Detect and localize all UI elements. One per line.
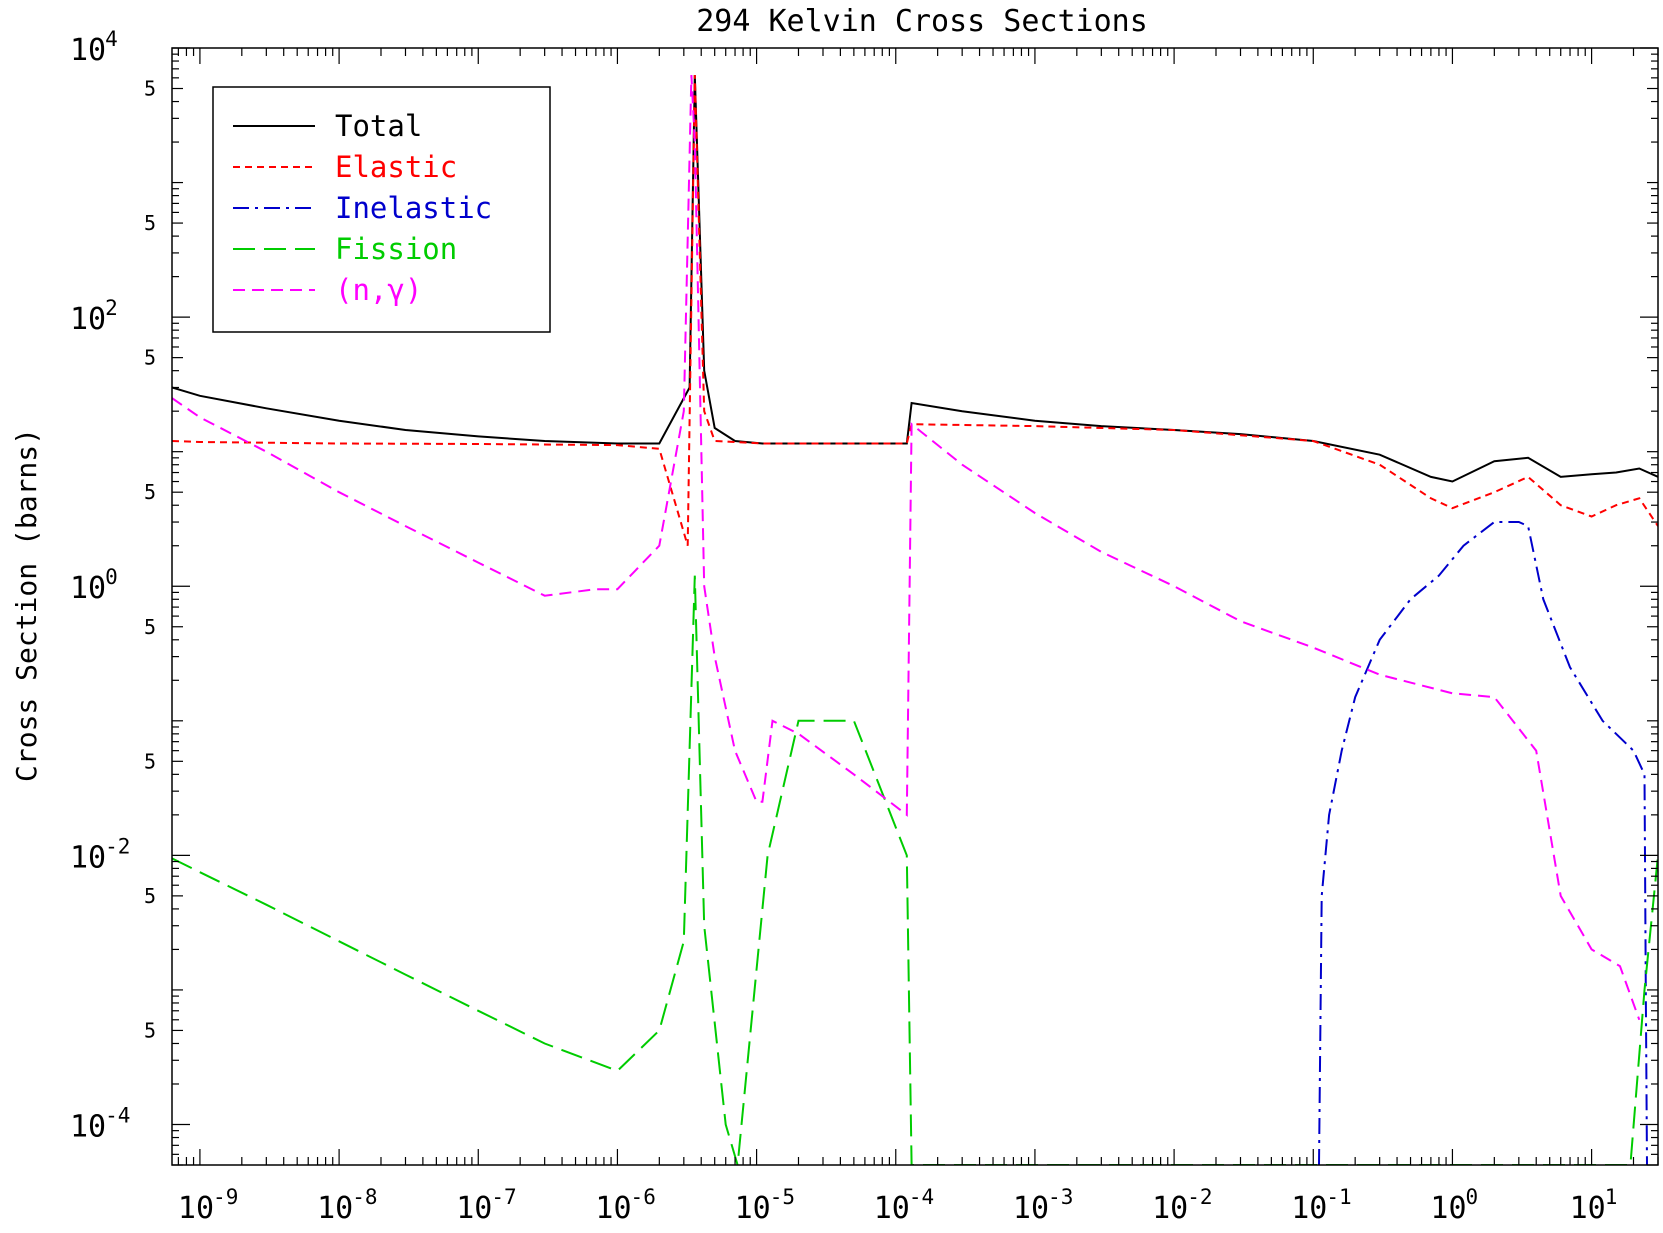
- series-layer: [172, 74, 1658, 1165]
- series-line-2: [1318, 521, 1648, 1165]
- y-minor-label: 5: [144, 1018, 156, 1042]
- series-line-3: [172, 575, 1658, 1165]
- x-tick-label: 10-5: [735, 1185, 795, 1226]
- y-tick-label: 10-4: [70, 1103, 130, 1144]
- x-tick-label: 10-8: [317, 1185, 377, 1226]
- legend-label: Fission: [335, 232, 457, 266]
- legend-label: Elastic: [335, 150, 457, 184]
- x-tick-label: 10-2: [1152, 1185, 1212, 1226]
- y-tick-label: 102: [70, 296, 118, 337]
- y-tick-label: 104: [70, 27, 118, 68]
- y-minor-label: 5: [144, 480, 156, 504]
- y-tick-label: 100: [70, 565, 118, 606]
- legend-label: Total: [335, 109, 422, 143]
- x-tick-label: 100: [1430, 1185, 1478, 1226]
- tick-labels: 10-9 10-8 10-7 10-6 10-5 10-4 10-3 10-2 10-1 100 1…: [70, 27, 1617, 1226]
- y-minor-label: 5: [144, 884, 156, 908]
- legend-label: (n,γ): [335, 273, 422, 307]
- y-minor-label: 5: [144, 346, 156, 370]
- x-tick-label: 10-1: [1291, 1185, 1351, 1226]
- y-tick-label: 10-2: [70, 834, 130, 875]
- legend: Total Elastic Inelastic Fission (n,γ): [212, 86, 551, 333]
- chart-title: 294 Kelvin Cross Sections: [696, 4, 1148, 39]
- series-line-0: [172, 74, 1658, 483]
- x-tick-label: 10-6: [595, 1185, 655, 1226]
- y-minor-label: 5: [144, 749, 156, 773]
- y-minor-label: 5: [144, 615, 156, 639]
- y-minor-label: 5: [144, 77, 156, 101]
- ticks-layer: [172, 47, 1659, 1166]
- series-line-1: [172, 74, 1658, 546]
- x-tick-label: 10-7: [456, 1185, 516, 1226]
- y-minor-label: 5: [144, 211, 156, 235]
- x-tick-label: 10-9: [178, 1185, 238, 1226]
- series-line-4: [172, 74, 1641, 1021]
- legend-label: Inelastic: [335, 191, 492, 225]
- y-axis-label: Cross Section (barns): [10, 428, 43, 782]
- x-tick-label: 101: [1570, 1185, 1618, 1226]
- x-tick-label: 10-3: [1013, 1185, 1073, 1226]
- legend-box: [212, 86, 551, 333]
- x-tick-label: 10-4: [874, 1185, 934, 1226]
